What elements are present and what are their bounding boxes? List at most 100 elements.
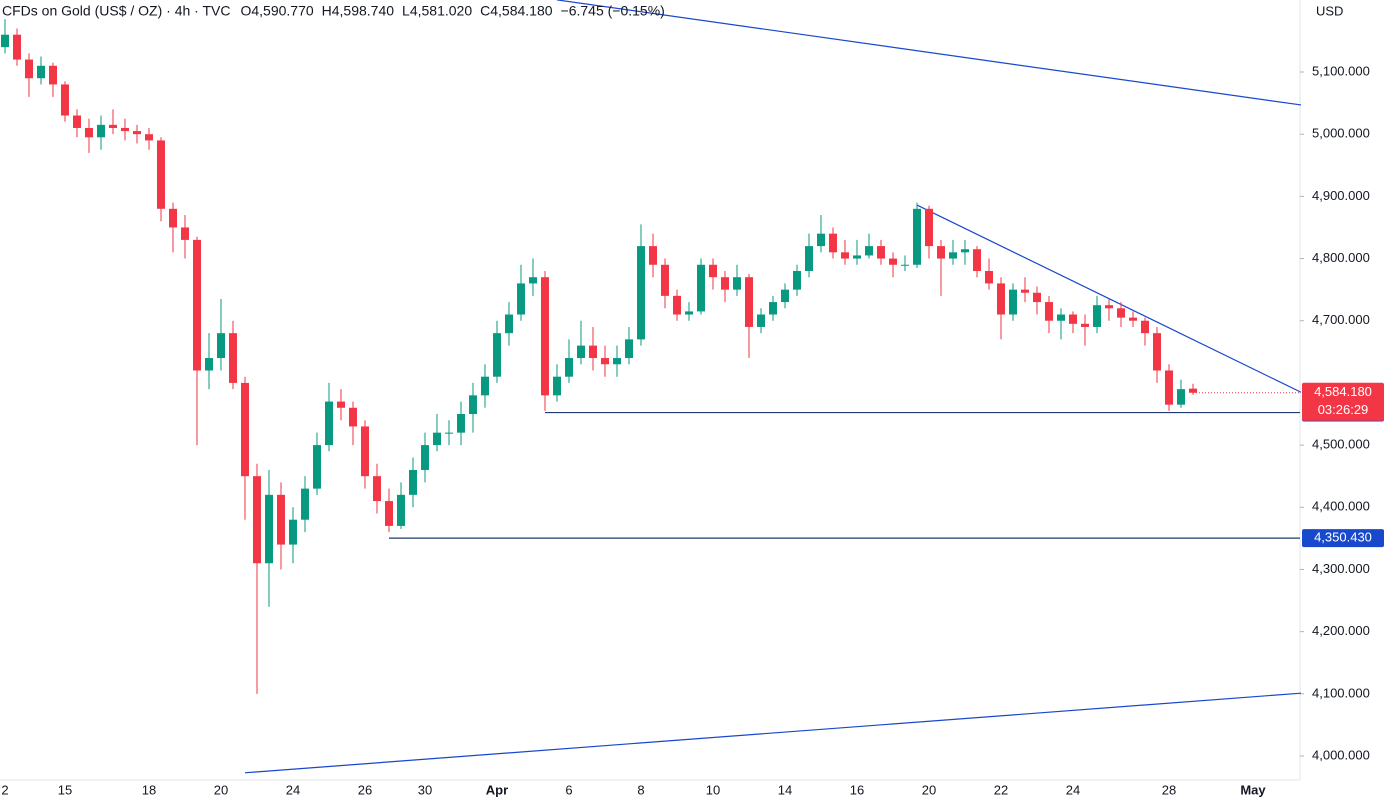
candle-body <box>133 131 141 135</box>
candle-body <box>229 333 237 383</box>
candle-body <box>577 345 585 359</box>
x-tick-label: 28 <box>1162 782 1176 797</box>
candle-body <box>961 249 969 253</box>
candle-body <box>769 302 777 315</box>
x-tick-label: 15 <box>58 782 72 797</box>
y-tick-label: 4,900.000 <box>1312 188 1370 203</box>
candle-body <box>61 84 69 116</box>
candle-body <box>805 246 813 271</box>
ohlc-label: −6.745 (−0.15%) <box>561 3 665 19</box>
y-tick-label: 5,100.000 <box>1312 63 1370 78</box>
candle-body <box>913 208 921 265</box>
candle-body <box>901 264 909 266</box>
chart-title: CFDs on Gold (US$ / OZ) · 4h · TVC <box>2 3 230 19</box>
candle-body <box>1129 317 1137 321</box>
x-tick-label: 22 <box>994 782 1008 797</box>
candle-body <box>325 401 333 446</box>
candle-body <box>361 426 369 477</box>
candle-body <box>73 115 81 128</box>
candle-body <box>625 339 633 359</box>
candle-body <box>253 476 261 564</box>
candle-body <box>13 34 21 60</box>
candle-body <box>1165 370 1173 405</box>
y-tick-label: 4,700.000 <box>1312 312 1370 327</box>
candle-body <box>205 358 213 371</box>
y-tick-label: 4,000.000 <box>1312 747 1370 762</box>
x-tick-label: 20 <box>214 782 228 797</box>
candle-body <box>1141 320 1149 334</box>
candle-body <box>1021 289 1029 293</box>
candle-body <box>841 252 849 259</box>
candle-body <box>673 295 681 315</box>
candle-body <box>685 311 693 315</box>
price-tag <box>1302 382 1384 421</box>
y-tick-label: 4,100.000 <box>1312 685 1370 700</box>
candle-body <box>745 277 753 327</box>
candle-body <box>109 124 117 128</box>
candle-body <box>889 258 897 265</box>
candle-body <box>733 277 741 290</box>
candle-body <box>193 239 201 371</box>
candle-body <box>1009 289 1017 315</box>
candle-body <box>1081 323 1089 327</box>
price-tag-label: 4,584.180 <box>1314 384 1372 399</box>
x-tick-label: May <box>1240 782 1266 797</box>
candle-body <box>169 208 177 228</box>
candle-body <box>949 252 957 259</box>
candle-body <box>409 469 417 495</box>
candle-body <box>145 134 153 141</box>
trendline <box>244 692 1302 774</box>
x-tick-label: 6 <box>565 782 572 797</box>
candle-body <box>373 476 381 502</box>
candle-body <box>37 65 45 79</box>
candle-body <box>817 233 825 247</box>
candle-body <box>877 246 885 259</box>
candle-body <box>613 358 621 365</box>
candle-body <box>985 270 993 284</box>
candle-body <box>1105 305 1113 309</box>
candle-body <box>433 432 441 446</box>
candle-body <box>469 395 477 415</box>
candle-body <box>313 445 321 489</box>
x-tick-label: 10 <box>706 782 720 797</box>
candle-body <box>529 277 537 284</box>
candle-body <box>1033 292 1041 303</box>
candle-body <box>517 283 525 315</box>
candle-body <box>97 124 105 138</box>
price-tag-countdown: 03:26:29 <box>1318 402 1369 417</box>
candle-body <box>781 289 789 303</box>
y-tick-label: 5,000.000 <box>1312 126 1370 141</box>
overlay: CFDs on Gold (US$ / OZ) · 4h · TVC O4,590… <box>2 3 1384 548</box>
candle-body <box>157 140 165 209</box>
ohlc-label: O4,590.770 <box>240 3 313 19</box>
candle-body <box>1057 314 1065 321</box>
x-tick-label: 8 <box>637 782 644 797</box>
x-tick-label: 30 <box>418 782 432 797</box>
candle-body <box>829 233 837 253</box>
candle-body <box>385 501 393 526</box>
candle-body <box>601 358 609 365</box>
candle-body <box>421 445 429 470</box>
candle-body <box>697 264 705 312</box>
candle-body <box>865 246 873 256</box>
x-tick-label: 14 <box>778 782 792 797</box>
x-tick-label: 26 <box>358 782 372 797</box>
candle-body <box>709 264 717 278</box>
candle-body <box>277 494 285 545</box>
ohlc-label: L4,581.020 <box>402 3 472 19</box>
candle-body <box>457 414 465 433</box>
candle-body <box>637 246 645 340</box>
candle-body <box>853 255 861 259</box>
y-tick-label: 4,300.000 <box>1312 561 1370 576</box>
candle-body <box>481 376 489 396</box>
candle-body <box>241 382 249 477</box>
candle-body <box>85 127 93 138</box>
trendline <box>916 204 1302 393</box>
currency-label: USD <box>1316 3 1343 18</box>
level-tag-label: 4,350.430 <box>1314 530 1372 545</box>
candle-body <box>541 277 549 396</box>
candle-body <box>181 227 189 240</box>
trendline <box>556 0 1302 106</box>
y-tick-label: 4,200.000 <box>1312 623 1370 638</box>
x-tick-label: 24 <box>1066 782 1080 797</box>
